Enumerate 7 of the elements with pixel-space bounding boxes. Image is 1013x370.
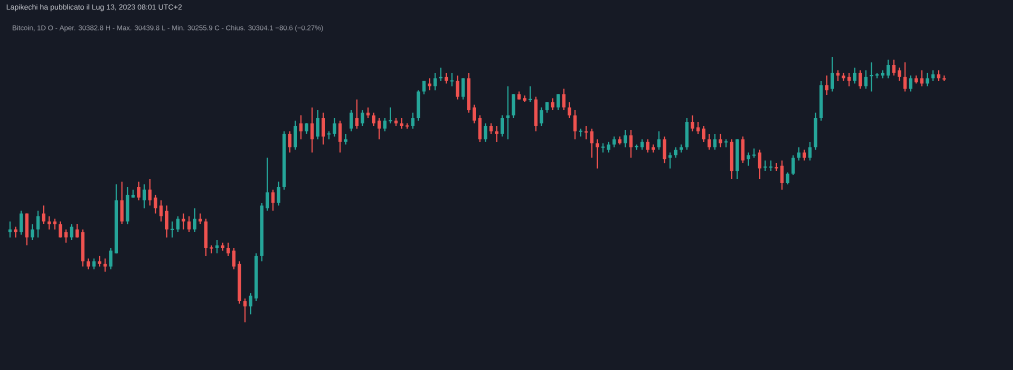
- candlestick: [791, 154, 795, 176]
- candlestick: [326, 130, 332, 140]
- candlestick: [404, 122, 410, 130]
- candlestick: [875, 72, 879, 79]
- candlestick: [204, 218, 208, 257]
- candlestick: [449, 72, 455, 87]
- candlestick: [723, 138, 729, 148]
